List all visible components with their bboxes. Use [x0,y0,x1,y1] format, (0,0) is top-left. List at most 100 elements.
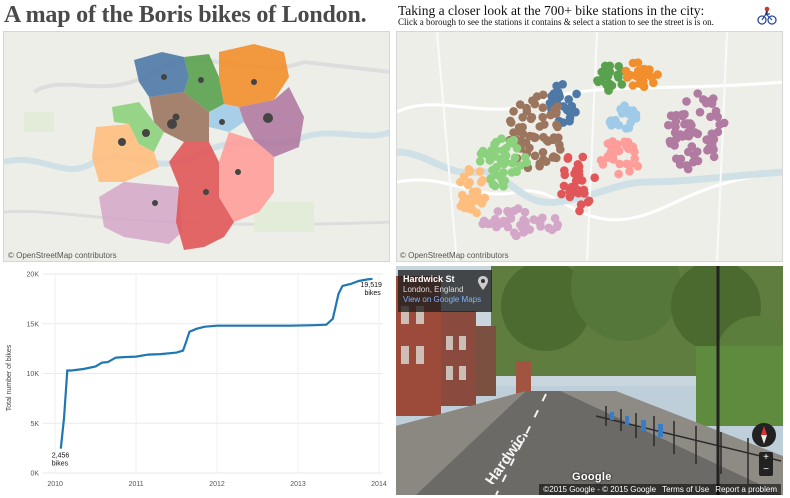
station-dot[interactable] [624,123,634,133]
station-dot[interactable] [529,215,539,224]
borough-shape[interactable] [209,104,244,132]
station-dot[interactable] [613,140,622,149]
station-dot[interactable] [557,189,566,199]
borough-map[interactable]: © OpenStreetMap contributors [3,31,390,262]
station-dot[interactable] [535,122,545,131]
station-dot[interactable] [617,80,627,89]
station-dot[interactable] [538,103,548,112]
station-dot[interactable] [515,100,525,109]
station-dot[interactable] [472,208,481,218]
station-dot[interactable] [516,161,525,170]
station-dot[interactable] [465,166,475,176]
station-dot[interactable] [492,222,501,232]
station-dot[interactable] [538,112,547,122]
station-dot[interactable] [507,168,517,177]
station-dot[interactable] [665,136,675,146]
station-dot[interactable] [550,214,560,223]
borough-shape[interactable] [184,54,224,112]
station-dot[interactable] [555,140,564,150]
station-dot[interactable] [692,147,702,156]
station-dot[interactable] [709,145,718,154]
station-dot[interactable] [563,154,573,163]
station-dot[interactable] [518,129,528,139]
station-dot[interactable] [499,168,508,177]
station-dot[interactable] [684,147,693,157]
station-dot[interactable] [532,92,542,101]
station-dot[interactable] [508,139,518,148]
station-dot[interactable] [456,177,465,187]
station-dot[interactable] [622,73,632,82]
station-dot[interactable] [506,116,515,126]
station-dot[interactable] [682,97,691,106]
station-dot[interactable] [615,159,624,169]
station-dot[interactable] [632,72,642,81]
station-dot[interactable] [676,154,686,164]
station-dot[interactable] [468,187,478,197]
station-dot[interactable] [500,217,510,226]
station-dot[interactable] [572,89,581,99]
station-dot[interactable] [614,120,624,130]
station-dot[interactable] [525,143,534,153]
station-dot[interactable] [624,142,633,151]
station-dot[interactable] [525,225,534,234]
station-dot[interactable] [490,139,499,149]
station-dot[interactable] [511,231,521,241]
borough-shape[interactable] [92,124,159,182]
station-dot[interactable] [544,223,554,233]
station-dot[interactable] [559,181,569,191]
station-dot[interactable] [520,207,530,217]
station-dot[interactable] [702,135,712,144]
station-dot[interactable] [609,146,619,155]
station-dot[interactable] [476,149,486,159]
compass-icon[interactable] [751,422,777,448]
station-dot[interactable] [678,132,687,141]
station-dot[interactable] [709,152,719,162]
station-dot[interactable] [549,89,559,98]
borough-shape[interactable] [134,52,189,97]
stations-map[interactable]: © OpenStreetMap contributors [396,31,783,262]
station-dot[interactable] [498,146,507,155]
station-dot[interactable] [638,77,648,86]
borough-shape[interactable] [112,102,164,152]
station-dot[interactable] [590,173,599,182]
station-dot[interactable] [706,112,715,122]
station-dot[interactable] [510,153,520,162]
station-dot[interactable] [664,120,673,130]
zoom-out-button[interactable]: − [763,464,769,475]
station-dot[interactable] [475,157,485,166]
street-view-image[interactable] [396,266,783,495]
station-dot[interactable] [492,170,501,180]
station-dot[interactable] [564,95,573,104]
zoom-in-button[interactable]: + [763,452,769,463]
station-dot[interactable] [530,151,540,161]
station-dot[interactable] [485,175,495,184]
station-dot[interactable] [518,122,527,132]
station-dot[interactable] [560,166,569,175]
station-dot[interactable] [711,106,721,116]
borough-shape[interactable] [219,44,289,107]
station-dot[interactable] [530,99,540,109]
station-dot[interactable] [527,113,537,122]
report-problem-link[interactable]: Report a problem [715,485,777,494]
station-dot[interactable] [625,160,634,169]
station-dot[interactable] [653,70,662,79]
station-dot[interactable] [666,111,676,120]
station-dot[interactable] [509,206,519,216]
borough-shape[interactable] [99,182,182,244]
station-dot[interactable] [603,72,613,81]
station-dot[interactable] [633,162,643,171]
station-dot[interactable] [552,120,561,130]
station-dot[interactable] [682,161,691,170]
station-dot[interactable] [575,206,584,216]
view-on-google-maps-link[interactable]: View on Google Maps [403,295,482,304]
station-dot[interactable] [535,159,545,168]
station-dot[interactable] [567,182,576,192]
station-dot[interactable] [683,119,692,128]
station-dot[interactable] [630,154,639,163]
station-dot[interactable] [693,89,702,98]
station-dot[interactable] [475,167,485,176]
station-dot[interactable] [607,121,616,130]
station-dot[interactable] [628,58,638,68]
station-dot[interactable] [518,113,527,122]
station-dot[interactable] [477,199,487,208]
